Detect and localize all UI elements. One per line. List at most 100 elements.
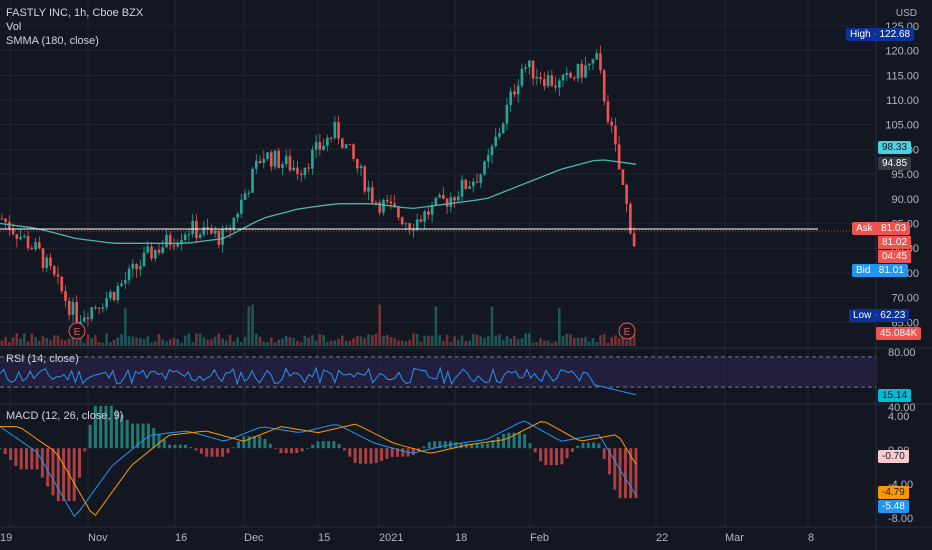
candle-body[interactable]: [460, 179, 464, 197]
candle-body[interactable]: [326, 137, 329, 146]
candle-body[interactable]: [239, 199, 243, 214]
candle-body[interactable]: [483, 161, 486, 175]
candle-body[interactable]: [359, 166, 363, 169]
candle-body[interactable]: [442, 194, 445, 199]
candle-body[interactable]: [572, 77, 576, 79]
candle-body[interactable]: [0, 218, 4, 220]
candle-body[interactable]: [561, 74, 565, 81]
candle-body[interactable]: [303, 167, 307, 176]
candle-body[interactable]: [94, 307, 97, 309]
candle-body[interactable]: [296, 167, 299, 174]
candle-body[interactable]: [165, 234, 168, 248]
candle-body[interactable]: [206, 226, 209, 230]
earnings-marker[interactable]: E: [68, 322, 86, 340]
rsi-legend[interactable]: RSI (14, close): [6, 353, 79, 365]
candle-body[interactable]: [251, 168, 254, 193]
candle-body[interactable]: [198, 234, 202, 238]
candle-body[interactable]: [516, 85, 520, 95]
candle-body[interactable]: [213, 230, 217, 234]
candle-body[interactable]: [445, 198, 449, 207]
candle-body[interactable]: [49, 257, 52, 267]
candle-body[interactable]: [557, 80, 561, 88]
candle-body[interactable]: [86, 317, 90, 320]
candle-body[interactable]: [606, 101, 610, 122]
candle-body[interactable]: [311, 149, 314, 169]
candle-body[interactable]: [584, 65, 587, 78]
candle-body[interactable]: [617, 144, 621, 170]
candle-body[interactable]: [299, 173, 303, 176]
candle-body[interactable]: [284, 156, 288, 165]
candle-body[interactable]: [423, 211, 426, 222]
candle-body[interactable]: [4, 218, 7, 222]
candle-body[interactable]: [157, 249, 161, 253]
earnings-marker[interactable]: E: [618, 322, 636, 340]
candle-body[interactable]: [531, 60, 535, 79]
candle-body[interactable]: [262, 158, 266, 164]
candle-body[interactable]: [124, 280, 127, 284]
candle-body[interactable]: [341, 138, 344, 149]
candle-body[interactable]: [105, 298, 108, 308]
candle-body[interactable]: [370, 187, 374, 203]
candle-body[interactable]: [543, 79, 546, 86]
candle-body[interactable]: [501, 123, 505, 133]
time-axis[interactable]: 19 Nov 16 Dec 15 2021 18 Feb 22 Mar 8: [0, 532, 814, 544]
candle-body[interactable]: [79, 321, 82, 325]
candle-body[interactable]: [243, 193, 247, 200]
candle-body[interactable]: [591, 59, 595, 64]
candle-body[interactable]: [486, 155, 490, 162]
candle-body[interactable]: [37, 242, 41, 249]
candle-body[interactable]: [389, 201, 393, 204]
candle-body[interactable]: [277, 150, 281, 168]
candle-body[interactable]: [150, 246, 153, 259]
candles[interactable]: [0, 45, 636, 333]
candle-body[interactable]: [415, 219, 419, 231]
candle-body[interactable]: [202, 226, 206, 235]
candle-body[interactable]: [528, 60, 531, 68]
candle-body[interactable]: [8, 221, 11, 230]
candle-body[interactable]: [393, 203, 397, 207]
candle-body[interactable]: [430, 205, 434, 215]
candle-body[interactable]: [187, 234, 191, 236]
candle-body[interactable]: [352, 144, 355, 159]
candle-body[interactable]: [168, 234, 172, 246]
candle-body[interactable]: [127, 268, 131, 281]
candle-body[interactable]: [438, 194, 441, 198]
candle-body[interactable]: [314, 142, 318, 150]
candle-body[interactable]: [120, 283, 123, 286]
candle-body[interactable]: [348, 144, 352, 146]
candle-body[interactable]: [565, 72, 569, 75]
candle-body[interactable]: [146, 246, 150, 253]
candle-body[interactable]: [382, 200, 385, 213]
candle-body[interactable]: [258, 160, 262, 164]
candle-body[interactable]: [539, 77, 542, 80]
candle-body[interactable]: [625, 184, 628, 204]
candle-body[interactable]: [236, 213, 239, 218]
candle-body[interactable]: [232, 217, 236, 230]
candle-body[interactable]: [404, 223, 408, 225]
candle-body[interactable]: [52, 266, 56, 275]
candle-body[interactable]: [322, 145, 325, 150]
candle-body[interactable]: [225, 227, 228, 230]
candle-body[interactable]: [67, 300, 71, 315]
candle-body[interactable]: [221, 229, 224, 245]
candle-body[interactable]: [449, 197, 453, 207]
candle-body[interactable]: [621, 169, 625, 185]
candle-body[interactable]: [19, 237, 22, 239]
candle-body[interactable]: [333, 122, 337, 138]
candle-body[interactable]: [56, 274, 60, 277]
candle-body[interactable]: [367, 187, 370, 192]
candle-body[interactable]: [576, 63, 580, 79]
candle-body[interactable]: [520, 68, 524, 86]
candle-body[interactable]: [505, 104, 509, 124]
candle-body[interactable]: [135, 263, 138, 270]
candle-body[interactable]: [329, 137, 333, 139]
candle-body[interactable]: [374, 202, 378, 204]
candle-body[interactable]: [400, 217, 404, 225]
candle-body[interactable]: [337, 122, 340, 139]
candle-body[interactable]: [90, 307, 93, 320]
candle-body[interactable]: [344, 144, 348, 149]
candle-body[interactable]: [71, 301, 75, 315]
candle-body[interactable]: [318, 142, 322, 150]
candle-body[interactable]: [427, 211, 430, 215]
